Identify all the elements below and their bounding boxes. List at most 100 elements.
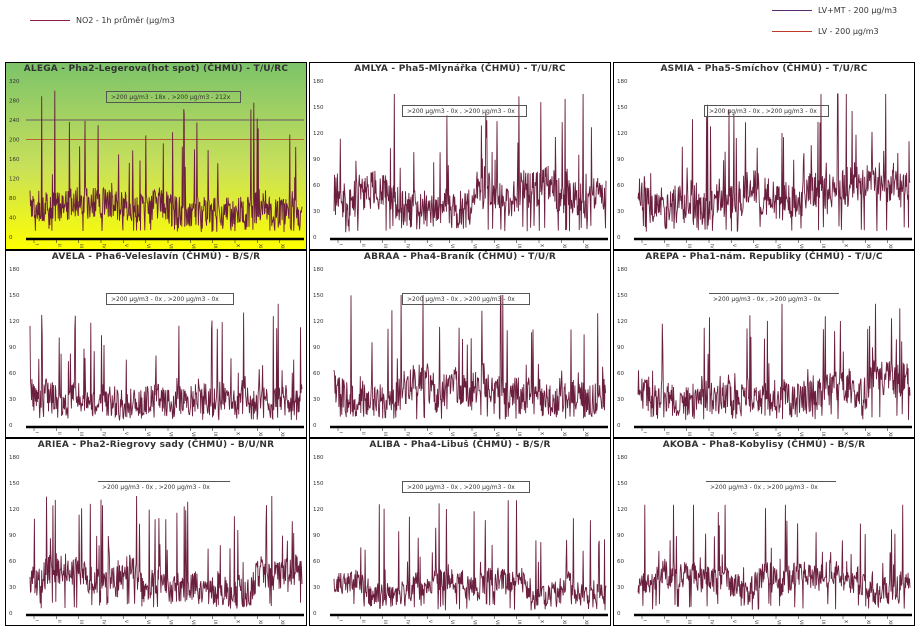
x-tick-label: XI	[257, 620, 263, 624]
x-tick-label: I	[642, 432, 648, 433]
x-tick-label: V	[427, 244, 433, 248]
x-tick-label: VI	[449, 244, 455, 248]
x-tick-label: IX	[820, 432, 826, 436]
x-tick-label: XII	[279, 432, 285, 438]
x-tick-label: IX	[212, 620, 218, 624]
x-tick-label: III	[78, 432, 84, 436]
station-title: AMLYA - Pha5-Mlynářka (ČHMÚ) - T/U/RC	[354, 64, 566, 74]
y-tick-label: 0	[617, 611, 621, 617]
x-tick-label: II	[360, 244, 366, 247]
x-tick-label: III	[78, 620, 84, 624]
station-title: AKOBA - Pha8-Kobylisy (ČHMÚ) - B/S/R	[662, 440, 866, 450]
x-tick-label: IX	[516, 244, 522, 248]
x-tick-label: X	[235, 432, 241, 435]
station-panel: 0 30 60 90 120 150 180 I II III IV V VI VII VIII IX X XI X…	[309, 62, 611, 250]
x-tick-label: V	[731, 432, 737, 436]
exceedance-box: >200 µg/m3 - 0x , >200 µg/m3 - 0x	[402, 105, 527, 117]
y-tick-label: 90	[313, 345, 320, 351]
y-tick-label: 0	[313, 235, 317, 241]
x-tick-label: XII	[583, 244, 589, 250]
y-tick-label: 90	[617, 345, 624, 351]
x-tick-label: VIII	[494, 620, 500, 626]
x-tick-label: V	[427, 432, 433, 436]
x-tick-label: V	[427, 620, 433, 624]
legend-no2-label: NO2 - 1h průměr (µg/m3	[76, 16, 175, 25]
x-tick-label: VI	[753, 244, 759, 248]
station-title: ALIBA - Pha4-Libuš (ČHMÚ) - B/S/R	[369, 440, 551, 450]
x-tick-label: II	[56, 620, 62, 623]
x-tick-label: IX	[820, 244, 826, 248]
y-tick-label: 80	[9, 196, 16, 202]
x-tick-label: VII	[776, 432, 782, 438]
y-tick-label: 280	[9, 99, 20, 105]
y-tick-label: 0	[617, 423, 621, 429]
x-tick-label: VII	[472, 620, 478, 626]
x-tick-label: V	[123, 620, 129, 624]
y-tick-label: 0	[313, 611, 317, 617]
x-tick-label: III	[686, 244, 692, 248]
y-tick-label: 30	[9, 397, 16, 403]
x-tick-label: VI	[145, 244, 151, 248]
legend-no2: NO2 - 1h průměr (µg/m3	[30, 16, 175, 25]
y-tick-label: 90	[617, 533, 624, 539]
x-tick-label: XI	[865, 244, 871, 248]
x-tick-label: VII	[776, 244, 782, 250]
y-tick-label: 0	[313, 423, 317, 429]
y-tick-label: 30	[313, 397, 320, 403]
x-tick-label: X	[539, 244, 545, 247]
x-tick-label: VI	[449, 620, 455, 624]
y-tick-label: 60	[617, 371, 624, 377]
x-tick-label: IX	[516, 432, 522, 436]
x-tick-label: III	[382, 432, 388, 436]
y-tick-label: 180	[9, 455, 20, 461]
exceedance-box: >200 µg/m3 - 0x , >200 µg/m3 - 0x	[402, 481, 530, 493]
exceedance-box: >200 µg/m3 - 0x , >200 µg/m3 - 0x	[402, 293, 530, 305]
x-tick-label: II	[56, 244, 62, 247]
y-tick-label: 180	[313, 79, 324, 85]
x-tick-label: II	[56, 432, 62, 435]
x-tick-label: II	[664, 620, 670, 623]
y-tick-label: 40	[9, 216, 16, 222]
y-tick-label: 120	[313, 131, 324, 137]
x-tick-label: XI	[561, 244, 567, 248]
station-panel: 0 30 60 90 120 150 180 I II III IV V VI VII VIII IX X XI X…	[613, 250, 915, 438]
y-tick-label: 60	[9, 559, 16, 565]
x-tick-label: IV	[405, 620, 411, 625]
station-panel: 0 40 80 120 160 200 240 280 320 I II III IV V VI VII VII…	[5, 62, 307, 250]
x-tick-label: III	[686, 620, 692, 624]
x-tick-label: I	[338, 620, 344, 621]
x-tick-label: XI	[257, 432, 263, 436]
station-panel: 0 30 60 90 120 150 180 I II III IV V VI VII VIII IX X XI X…	[309, 438, 611, 626]
x-tick-label: IV	[709, 620, 715, 625]
y-tick-label: 150	[313, 481, 324, 487]
x-tick-label: VIII	[190, 432, 196, 438]
x-tick-label: II	[664, 244, 670, 247]
x-tick-label: XI	[865, 620, 871, 624]
legend-lv-label: LV - 200 µg/m3	[818, 27, 879, 36]
no2-series-line	[333, 500, 607, 611]
y-tick-label: 90	[9, 345, 16, 351]
y-tick-label: 150	[617, 293, 628, 299]
x-tick-label: V	[123, 244, 129, 248]
x-tick-label: I	[338, 244, 344, 245]
x-tick-label: IV	[101, 620, 107, 625]
x-tick-label: IV	[405, 432, 411, 437]
y-tick-label: 120	[313, 507, 324, 513]
y-tick-label: 30	[617, 209, 624, 215]
no2-series-line	[29, 90, 303, 233]
station-title: AVELA - Pha6-Veleslavín (ČHMÚ) - B/S/R	[51, 252, 261, 262]
x-tick-label: XI	[865, 432, 871, 436]
x-tick-label: III	[382, 620, 388, 624]
legend-lvmt-swatch	[772, 10, 812, 11]
y-tick-label: 90	[313, 533, 320, 539]
x-tick-label: VIII	[494, 244, 500, 250]
y-tick-label: 150	[617, 481, 628, 487]
y-tick-label: 60	[313, 183, 320, 189]
x-tick-label: XII	[887, 432, 893, 438]
